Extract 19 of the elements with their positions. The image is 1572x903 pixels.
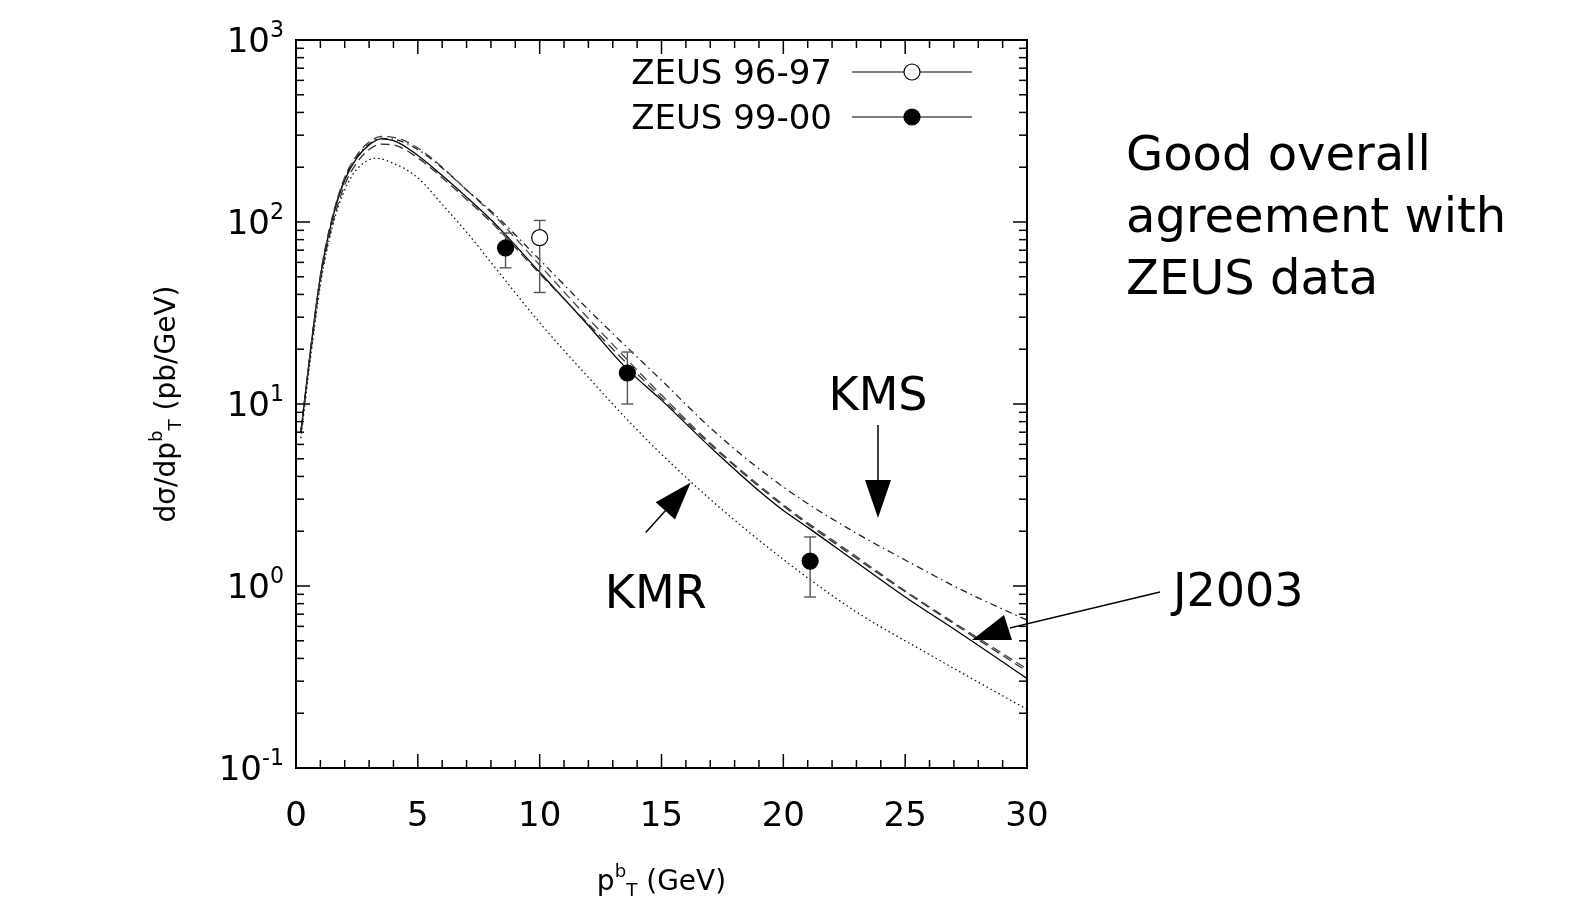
text: Good overall agreement with ZEUS data bbox=[1126, 125, 1507, 305]
y-tick-label: 10$^{3}$ bbox=[226, 15, 284, 60]
x-tick-label: 5 bbox=[407, 794, 429, 834]
y-tick-label: 10$^{2}$ bbox=[226, 197, 284, 242]
legend-label: ZEUS 99-00 bbox=[631, 97, 832, 137]
y-tick-label: 10$^{-1}$ bbox=[218, 743, 284, 788]
y-tick-label: 10$^{0}$ bbox=[226, 561, 284, 606]
x-tick-label: 15 bbox=[639, 794, 684, 834]
x-axis-title: p$^{b}$$_{T}$ (GeV) bbox=[596, 860, 727, 901]
legend-label: ZEUS 96-97 bbox=[631, 52, 832, 92]
x-tick-label: 30 bbox=[1005, 794, 1049, 834]
x-tick-label: 0 bbox=[285, 794, 307, 834]
y-tick-label: 10$^{1}$ bbox=[226, 379, 284, 424]
text: J2003 bbox=[1170, 563, 1304, 617]
annotation: KMS bbox=[828, 367, 928, 421]
x-tick-label: 25 bbox=[883, 794, 927, 834]
x-tick-label: 10 bbox=[518, 794, 562, 834]
annotation: KMR bbox=[604, 564, 707, 619]
x-tick-label: 20 bbox=[761, 794, 805, 834]
